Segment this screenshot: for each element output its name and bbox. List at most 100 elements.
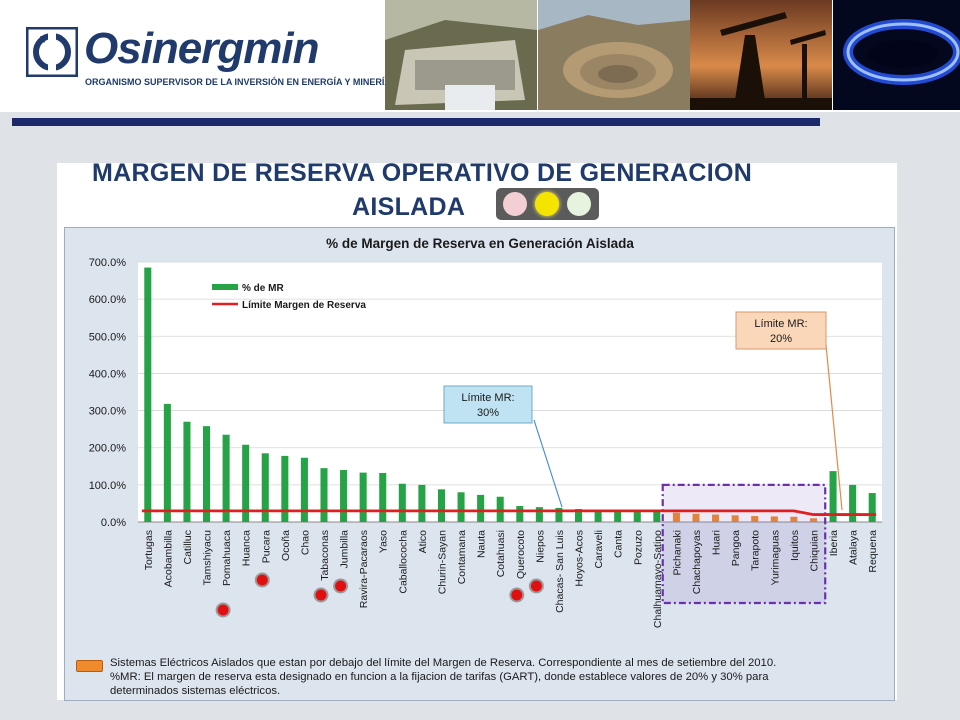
x-tick-label: Pozuzo <box>632 530 644 565</box>
x-tick-label: Churin-Sayan <box>436 530 448 594</box>
osinergmin-logo-icon <box>26 27 78 77</box>
legend-label-mr: % de MR <box>242 283 284 294</box>
bar <box>731 515 739 522</box>
bar <box>633 511 641 522</box>
red-dot-marker-icon <box>511 589 523 601</box>
x-tick-label: Tarapoto <box>750 530 762 571</box>
footnote-line3: determinados sistemas eléctricos. <box>110 685 281 697</box>
oil-pump-photo <box>690 0 832 110</box>
x-tick-label: Pangoa <box>730 530 742 566</box>
x-tick-label: Huanca <box>241 530 253 566</box>
x-tick-label: Iquitos <box>789 530 801 561</box>
x-tick-label: Acobambilla <box>162 530 174 587</box>
traffic-light-red-icon <box>503 192 527 216</box>
footnote-line1: Sistemas Eléctricos Aislados que estan p… <box>110 657 777 669</box>
red-dot-marker-icon <box>315 589 327 601</box>
bar <box>614 510 622 522</box>
x-tick-label: Ocoña <box>280 530 292 561</box>
bar <box>516 506 524 522</box>
x-tick-label: Hoyos-Acos <box>574 530 586 587</box>
bar <box>203 426 211 522</box>
bar <box>144 267 152 522</box>
traffic-light-green-icon <box>567 192 591 216</box>
y-tick-label: 300.0% <box>89 406 127 418</box>
red-dot-marker-icon <box>217 604 229 616</box>
bar <box>496 496 504 522</box>
bar <box>379 472 387 522</box>
callout-30-line1: Límite MR: <box>461 392 514 404</box>
logo-name: Osinergmin <box>84 24 319 73</box>
bar <box>398 483 406 522</box>
header-divider <box>12 118 820 126</box>
bar <box>320 468 328 522</box>
bar <box>829 471 837 522</box>
y-tick-label: 100.0% <box>89 480 127 492</box>
x-tick-label: Ravira-Pacaraos <box>358 530 370 608</box>
x-tick-label: Pucara <box>260 530 272 563</box>
header: Osinergmin ORGANISMO SUPERVISOR DE LA IN… <box>0 0 960 112</box>
x-tick-label: Caraveli <box>593 530 605 569</box>
bar <box>163 403 171 522</box>
gas-flame-photo <box>833 0 960 110</box>
chart-legend: % de MR Límite Margen de Reserva <box>212 283 366 311</box>
bar <box>418 484 426 522</box>
callout-30-line2: 30% <box>477 407 499 419</box>
bar <box>575 509 583 522</box>
bar <box>477 494 485 522</box>
y-tick-label: 400.0% <box>89 368 127 380</box>
x-tick-label: Jumbilla <box>339 530 351 569</box>
x-tick-label: Contamana <box>456 530 468 584</box>
x-tick-label: Atalaya <box>848 530 860 565</box>
below-limit-region <box>661 483 827 605</box>
x-tick-label: Caballococha <box>397 530 409 594</box>
y-tick-label: 700.0% <box>89 257 127 269</box>
bar <box>300 457 308 522</box>
x-tick-label: Requena <box>867 530 879 573</box>
bar <box>849 484 857 522</box>
bar <box>535 507 543 522</box>
x-tick-label: Chiquian <box>808 530 820 572</box>
bar <box>751 516 759 522</box>
x-tick-label: Catilluc <box>182 530 194 564</box>
x-tick-label: Atico <box>417 530 429 554</box>
callout-20-line1: Límite MR: <box>754 318 807 330</box>
x-tick-label: Tortugas <box>143 530 155 570</box>
bar <box>712 514 720 522</box>
x-tick-label: Chacas- San Luis <box>554 530 566 613</box>
bar <box>457 492 465 522</box>
slide-title-line2: AISLADA <box>352 193 466 221</box>
bar <box>555 507 563 522</box>
logo-subtitle: ORGANISMO SUPERVISOR DE LA INVERSIÓN EN … <box>85 77 391 87</box>
y-tick-label: 500.0% <box>89 331 127 343</box>
y-tick-label: 200.0% <box>89 443 127 455</box>
y-tick-label: 600.0% <box>89 294 127 306</box>
x-tick-label: Yurimaguas <box>769 530 781 585</box>
bar <box>770 516 778 522</box>
bar <box>594 509 602 522</box>
footnote: Sistemas Eléctricos Aislados que estan p… <box>110 656 890 698</box>
bar <box>790 516 798 522</box>
x-tick-label: Tabaconas <box>319 530 331 581</box>
bar <box>692 513 700 522</box>
red-dot-marker-icon <box>335 580 347 592</box>
mine-photo <box>538 0 690 110</box>
red-dot-marker-icon <box>256 574 268 586</box>
x-tick-label: Huari <box>711 530 723 555</box>
bar <box>242 444 250 522</box>
bar <box>653 511 661 522</box>
chart-title: % de Margen de Reserva en Generación Ais… <box>326 236 634 251</box>
x-tick-label: Iberia <box>828 530 840 556</box>
bar <box>281 455 289 522</box>
bar <box>437 489 445 522</box>
dam-photo <box>385 0 537 110</box>
callout-20-line2: 20% <box>770 333 792 345</box>
x-tick-label: Chao <box>299 530 311 555</box>
legend-label-limit: Límite Margen de Reserva <box>242 300 366 311</box>
bar <box>261 453 269 522</box>
slide-title-line1: MARGEN DE RESERVA OPERATIVO DE GENERACIO… <box>92 159 753 187</box>
y-tick-label: 0.0% <box>101 517 126 529</box>
bar <box>340 470 348 522</box>
bar <box>868 493 876 522</box>
x-tick-label: Chachapoyas <box>691 530 703 594</box>
